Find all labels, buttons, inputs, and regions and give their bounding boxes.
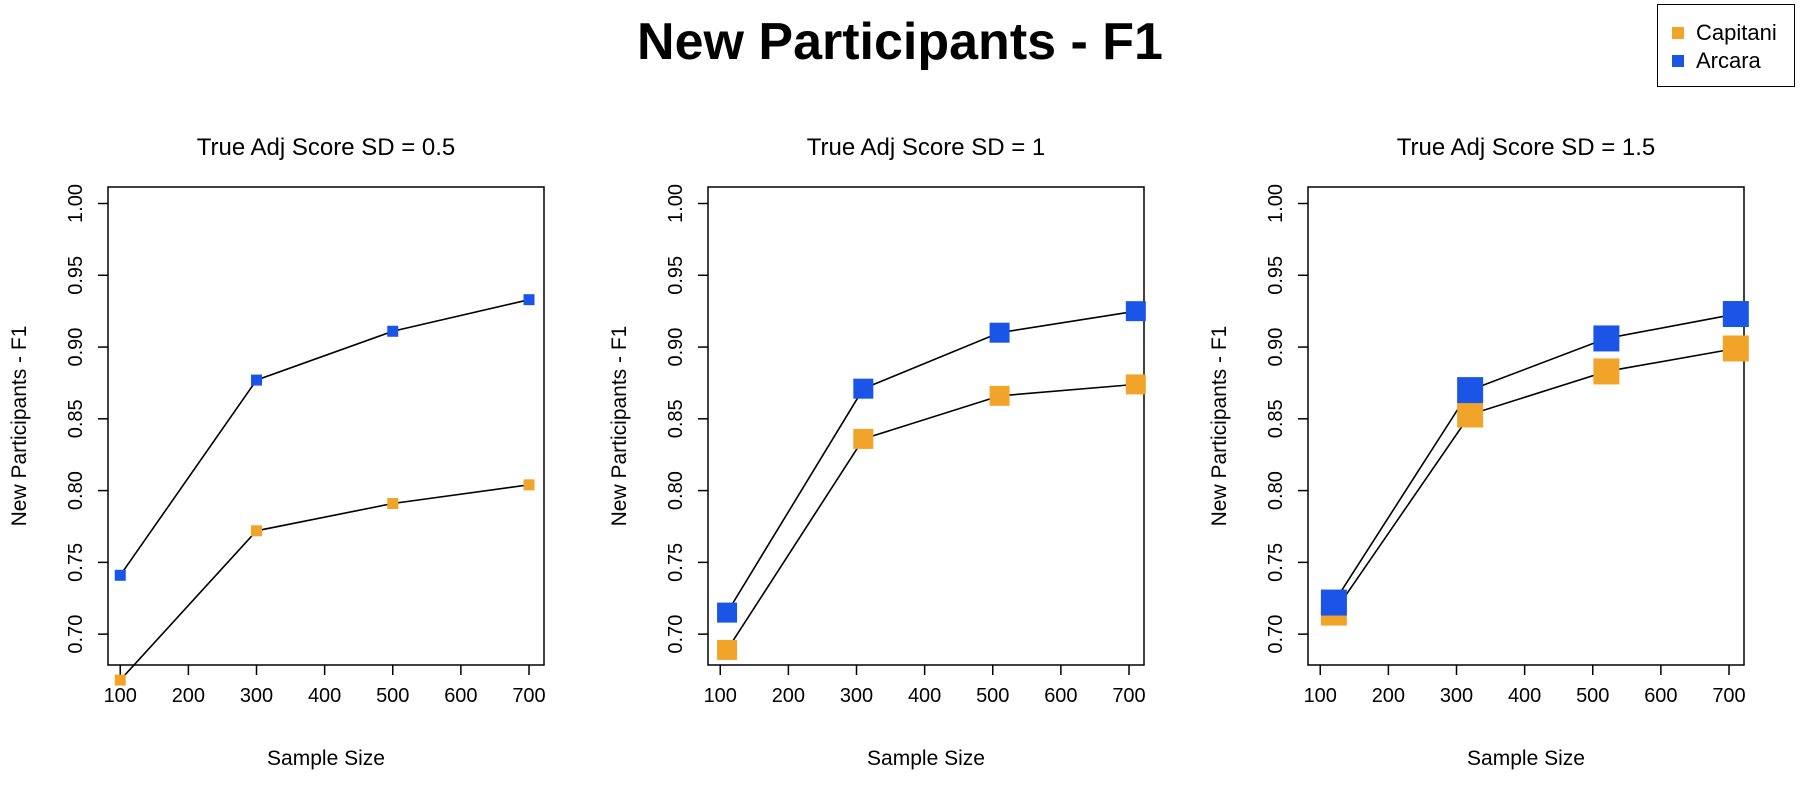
panel-1-y-tick-label: 0.85: [65, 399, 87, 438]
panel-2-point-arcara: [989, 322, 1010, 343]
panel-1-x-tick-label: 300: [240, 685, 273, 707]
panel-3-point-capitani: [1593, 358, 1620, 385]
panel-3-plot-frame: [1307, 186, 1745, 666]
panel-2-y-tick-label: 0.85: [665, 399, 687, 438]
panel-2-point-arcara: [1125, 301, 1146, 322]
panel-1-x-tick-label: 700: [512, 685, 545, 707]
legend-swatch-arcara: [1672, 55, 1684, 67]
panel-2-x-tick-label: 500: [976, 685, 1009, 707]
panel-2-y-tick-label: 1.00: [665, 184, 687, 223]
panel-1-x-tick-label: 100: [104, 685, 137, 707]
panel-2-y-tick-label: 0.90: [665, 328, 687, 367]
panel-1-y-tick-label: 0.90: [65, 328, 87, 367]
panel-3-x-tick-label: 300: [1440, 685, 1473, 707]
panel-3-y-tick-label: 0.80: [1265, 471, 1287, 510]
panel-2-x-tick-label: 400: [908, 685, 941, 707]
panel-2-point-capitani: [717, 639, 738, 660]
panel-2-x-tick-label: 600: [1044, 685, 1077, 707]
panel-3-point-arcara: [1320, 589, 1347, 616]
panel-3-point-arcara: [1593, 325, 1620, 352]
panel-1-point-capitani: [523, 479, 535, 491]
panel-1-point-capitani: [387, 498, 399, 510]
panel-1-x-tick-label: 200: [172, 685, 205, 707]
panel-2-plot-frame: [707, 186, 1145, 666]
panel-2-x-tick-label: 100: [704, 685, 737, 707]
panel-2-y-tick-label: 0.95: [665, 256, 687, 295]
panel-3-x-tick-label: 600: [1644, 685, 1677, 707]
legend-item-arcara: Arcara: [1672, 47, 1761, 75]
legend-item-capitani: Capitani: [1672, 19, 1777, 47]
panel-1-y-tick-label: 0.95: [65, 256, 87, 295]
panel-1-plot-frame: [107, 186, 545, 666]
panel-2-point-capitani: [1125, 374, 1146, 395]
panel-3-title: True Adj Score SD = 1.5: [1397, 134, 1656, 161]
panel-1-line-capitani: [119, 484, 530, 681]
panel-3-line-capitani: [1333, 347, 1736, 614]
panel-3-point-arcara: [1457, 377, 1484, 404]
panel-1-point-capitani: [251, 525, 263, 537]
panel-3-x-tick-label: 100: [1304, 685, 1337, 707]
panel-2-y-tick-label: 0.80: [665, 471, 687, 510]
legend: Capitani Arcara: [1657, 4, 1795, 87]
legend-label-arcara: Arcara: [1696, 48, 1761, 73]
panel-2-point-capitani: [853, 428, 874, 449]
panel-1-title: True Adj Score SD = 0.5: [197, 134, 456, 161]
panel-3-point-arcara: [1722, 301, 1749, 328]
panel-3-point-capitani: [1722, 335, 1749, 362]
panel-3-y-tick-label: 1.00: [1265, 184, 1287, 223]
panel-3-x-tick-label: 400: [1508, 685, 1541, 707]
panel-3-y-tick-label: 0.90: [1265, 328, 1287, 367]
panel-1-x-tick-label: 600: [444, 685, 477, 707]
panel-2-line-capitani: [726, 383, 1136, 651]
panel-3-x-tick-label: 200: [1372, 685, 1405, 707]
panel-1-y-tick-label: 0.70: [65, 615, 87, 654]
panel-1-point-arcara: [387, 325, 399, 337]
panel-2-y-tick-label: 0.70: [665, 615, 687, 654]
panel-2-point-arcara: [717, 602, 738, 623]
panel-3-y-tick-label: 0.70: [1265, 615, 1287, 654]
panel-2-x-tick-label: 700: [1112, 685, 1145, 707]
panel-2-title: True Adj Score SD = 1: [807, 134, 1046, 161]
panel-1-point-arcara: [523, 294, 535, 306]
legend-swatch-capitani: [1672, 27, 1684, 39]
panel-2-x-tick-label: 300: [840, 685, 873, 707]
panel-1-x-tick-label: 400: [308, 685, 341, 707]
panel-1-point-capitani: [114, 674, 126, 686]
panel-3-line-arcara: [1333, 313, 1736, 603]
panel-1-y-tick-label: 1.00: [65, 184, 87, 223]
panel-3-y-axis-label: New Participants - F1: [1208, 326, 1231, 527]
legend-label-capitani: Capitani: [1696, 20, 1777, 45]
panel-1-y-tick-label: 0.75: [65, 543, 87, 582]
panel-1-point-arcara: [251, 374, 263, 386]
figure-title: New Participants - F1: [637, 13, 1163, 71]
panel-3-y-tick-label: 0.85: [1265, 399, 1287, 438]
panel-1-y-tick-label: 0.80: [65, 471, 87, 510]
panel-2-x-axis-label: Sample Size: [867, 747, 985, 770]
panel-3-x-tick-label: 700: [1712, 685, 1745, 707]
panel-1-line-arcara: [119, 298, 530, 576]
panel-2-y-axis-label: New Participants - F1: [608, 326, 631, 527]
panel-2-point-capitani: [989, 385, 1010, 406]
panel-1-x-axis-label: Sample Size: [267, 747, 385, 770]
panel-2-x-tick-label: 200: [772, 685, 805, 707]
panel-3-y-tick-label: 0.75: [1265, 543, 1287, 582]
panel-1-x-tick-label: 500: [376, 685, 409, 707]
panel-3-x-tick-label: 500: [1576, 685, 1609, 707]
panel-2-line-arcara: [726, 310, 1136, 614]
panel-2-point-arcara: [853, 378, 874, 399]
panel-1-point-arcara: [114, 569, 126, 581]
panel-1-y-axis-label: New Participants - F1: [8, 326, 31, 527]
panel-3-x-axis-label: Sample Size: [1467, 747, 1585, 770]
panel-3-y-tick-label: 0.95: [1265, 256, 1287, 295]
panel-3-point-capitani: [1457, 401, 1484, 428]
panel-2-y-tick-label: 0.75: [665, 543, 687, 582]
